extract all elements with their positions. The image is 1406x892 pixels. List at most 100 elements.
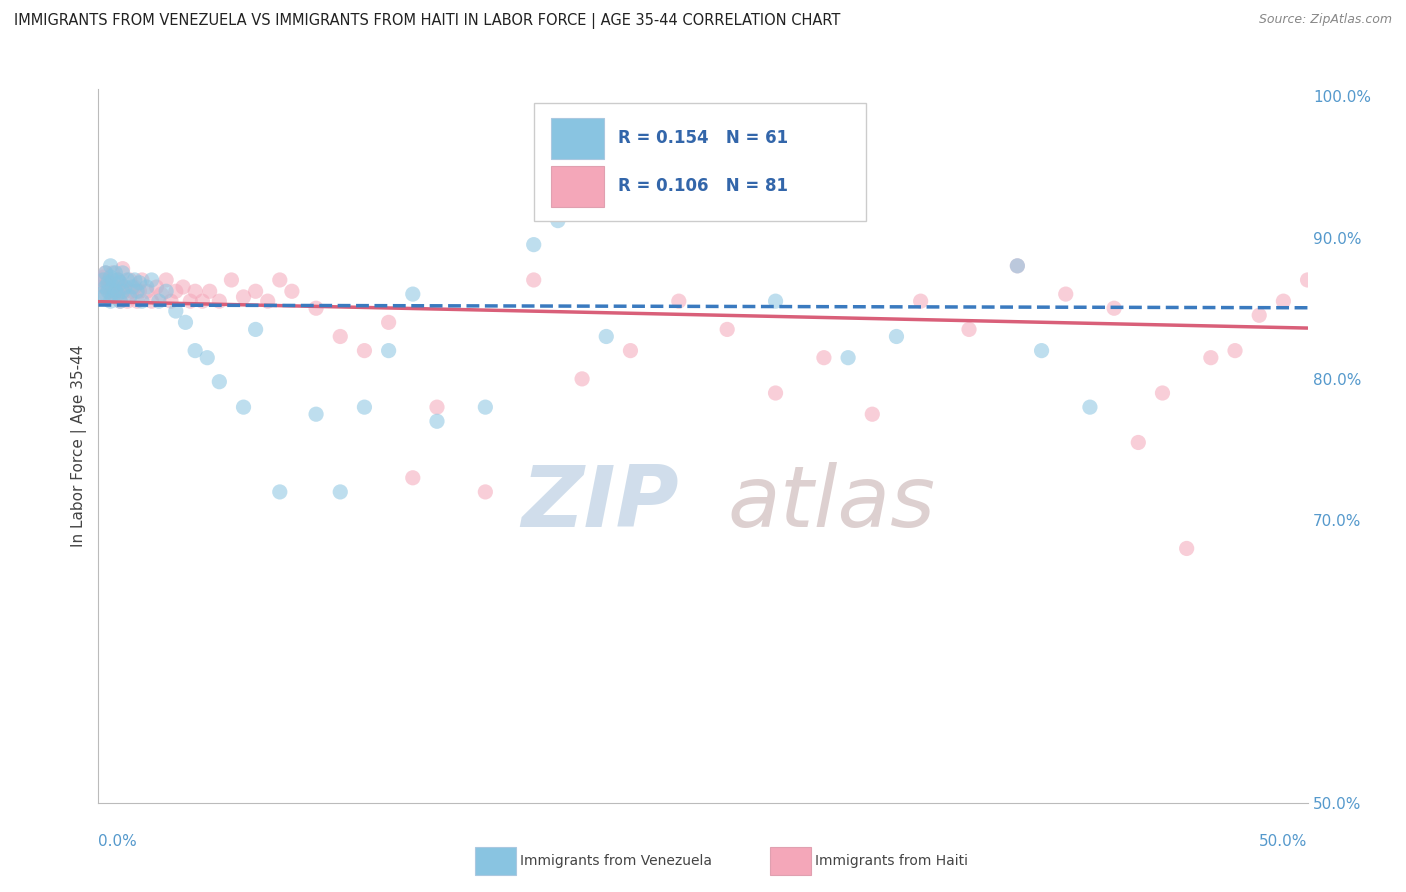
Immigrants from Venezuela — [165, 304, 187, 318]
Immigrants from Venezuela — [837, 351, 859, 365]
Immigrants from Haiti — [1249, 308, 1271, 322]
Immigrants from Haiti — [150, 287, 173, 301]
Immigrants from Venezuela — [101, 280, 124, 294]
Immigrants from Haiti — [114, 285, 136, 299]
Immigrants from Haiti — [813, 351, 835, 365]
Immigrants from Haiti — [426, 400, 449, 414]
Immigrants from Haiti — [1223, 343, 1246, 358]
Immigrants from Haiti — [191, 294, 214, 309]
Immigrants from Venezuela — [523, 237, 546, 252]
Immigrants from Venezuela — [474, 400, 496, 414]
Immigrants from Venezuela — [94, 266, 117, 280]
Immigrants from Venezuela — [619, 145, 641, 160]
Immigrants from Venezuela — [305, 407, 328, 421]
Immigrants from Venezuela — [377, 343, 399, 358]
Text: Immigrants from Venezuela: Immigrants from Venezuela — [520, 854, 713, 868]
Immigrants from Haiti — [957, 322, 980, 336]
Text: 0.0%: 0.0% — [98, 834, 138, 849]
Immigrants from Haiti — [91, 280, 114, 294]
Immigrants from Haiti — [1199, 351, 1222, 365]
Immigrants from Haiti — [94, 266, 117, 280]
Immigrants from Venezuela — [245, 322, 267, 336]
Immigrants from Venezuela — [91, 273, 114, 287]
Immigrants from Haiti — [765, 386, 787, 401]
Immigrants from Haiti — [402, 471, 425, 485]
Immigrants from Haiti — [208, 294, 231, 309]
Immigrants from Haiti — [111, 280, 134, 294]
Immigrants from Haiti — [104, 290, 127, 304]
Immigrants from Venezuela — [94, 280, 117, 294]
Immigrants from Haiti — [221, 273, 243, 287]
Text: atlas: atlas — [727, 461, 935, 545]
Immigrants from Venezuela — [108, 294, 131, 309]
Immigrants from Haiti — [1393, 294, 1406, 309]
Immigrants from Haiti — [128, 285, 150, 299]
Immigrants from Venezuela — [353, 400, 375, 414]
Immigrants from Venezuela — [402, 287, 425, 301]
Immigrants from Haiti — [179, 294, 201, 309]
Immigrants from Haiti — [1054, 287, 1077, 301]
Immigrants from Venezuela — [232, 400, 254, 414]
Immigrants from Venezuela — [595, 329, 617, 343]
Immigrants from Haiti — [305, 301, 328, 316]
Text: Source: ZipAtlas.com: Source: ZipAtlas.com — [1258, 13, 1392, 27]
Immigrants from Haiti — [523, 273, 546, 287]
Immigrants from Venezuela — [655, 153, 678, 167]
Immigrants from Venezuela — [547, 213, 569, 227]
Immigrants from Venezuela — [426, 414, 449, 428]
Immigrants from Haiti — [571, 372, 593, 386]
Immigrants from Haiti — [619, 343, 641, 358]
Immigrants from Haiti — [1152, 386, 1174, 401]
Immigrants from Venezuela — [118, 290, 141, 304]
Immigrants from Haiti — [100, 276, 122, 290]
Immigrants from Haiti — [1320, 259, 1343, 273]
Immigrants from Haiti — [117, 294, 139, 309]
Immigrants from Haiti — [716, 322, 738, 336]
Immigrants from Haiti — [97, 280, 120, 294]
Text: IMMIGRANTS FROM VENEZUELA VS IMMIGRANTS FROM HAITI IN LABOR FORCE | AGE 35-44 CO: IMMIGRANTS FROM VENEZUELA VS IMMIGRANTS … — [14, 13, 841, 29]
Immigrants from Haiti — [91, 270, 114, 285]
Immigrants from Haiti — [155, 273, 177, 287]
Text: R = 0.154   N = 61: R = 0.154 N = 61 — [619, 128, 789, 146]
Immigrants from Haiti — [910, 294, 932, 309]
Immigrants from Haiti — [97, 273, 120, 287]
Immigrants from Venezuela — [1078, 400, 1101, 414]
Immigrants from Haiti — [101, 285, 124, 299]
Immigrants from Venezuela — [135, 280, 157, 294]
Immigrants from Venezuela — [117, 273, 139, 287]
Immigrants from Haiti — [474, 484, 496, 499]
Immigrants from Haiti — [1296, 273, 1319, 287]
Immigrants from Haiti — [184, 285, 207, 299]
Immigrants from Haiti — [107, 285, 129, 299]
Immigrants from Haiti — [1272, 294, 1295, 309]
Immigrants from Venezuela — [107, 273, 129, 287]
Immigrants from Venezuela — [174, 315, 197, 329]
Immigrants from Haiti — [127, 294, 149, 309]
Immigrants from Venezuela — [91, 290, 114, 304]
Immigrants from Haiti — [121, 285, 143, 299]
Immigrants from Venezuela — [128, 276, 150, 290]
Immigrants from Haiti — [101, 266, 124, 280]
Immigrants from Haiti — [108, 294, 131, 309]
Immigrants from Venezuela — [127, 285, 149, 299]
Immigrants from Haiti — [100, 287, 122, 301]
FancyBboxPatch shape — [551, 118, 603, 159]
Immigrants from Venezuela — [886, 329, 908, 343]
Immigrants from Haiti — [198, 285, 221, 299]
Immigrants from Venezuela — [765, 294, 787, 309]
Immigrants from Venezuela — [100, 294, 122, 309]
Immigrants from Haiti — [160, 294, 183, 309]
Immigrants from Venezuela — [111, 285, 134, 299]
Immigrants from Venezuela — [1007, 259, 1029, 273]
Immigrants from Venezuela — [704, 138, 727, 153]
Immigrants from Venezuela — [155, 285, 177, 299]
Y-axis label: In Labor Force | Age 35-44: In Labor Force | Age 35-44 — [72, 345, 87, 547]
Immigrants from Venezuela — [124, 273, 146, 287]
Immigrants from Haiti — [145, 280, 167, 294]
Text: ZIP: ZIP — [522, 461, 679, 545]
Immigrants from Venezuela — [1031, 343, 1053, 358]
Immigrants from Haiti — [860, 407, 883, 421]
Immigrants from Venezuela — [114, 280, 136, 294]
Immigrants from Haiti — [668, 294, 690, 309]
Immigrants from Haiti — [118, 273, 141, 287]
